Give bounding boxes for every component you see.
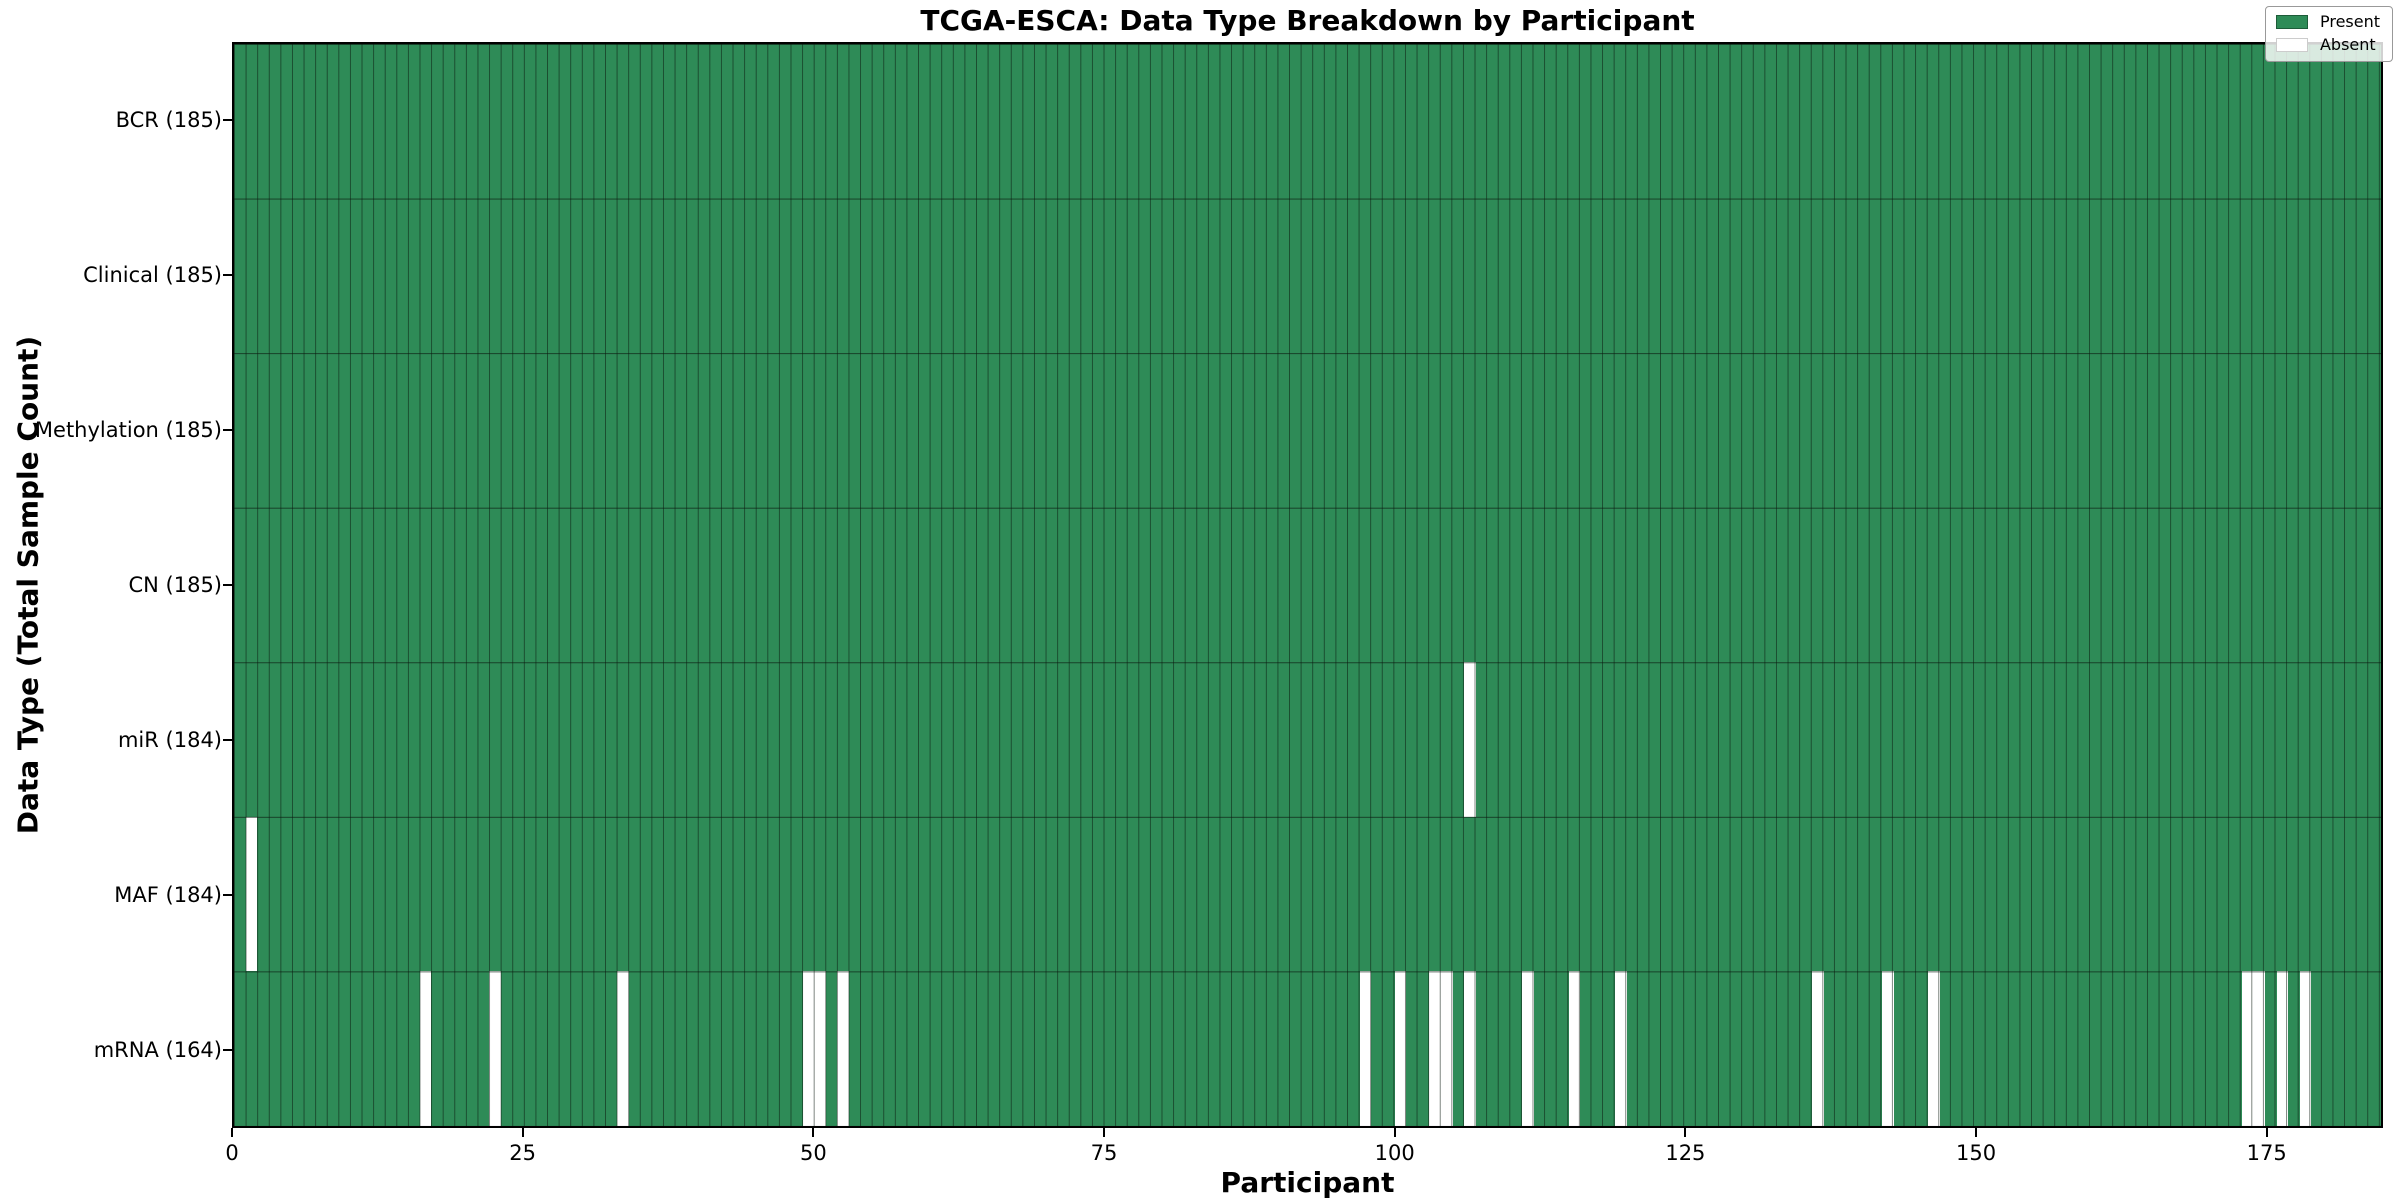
absent-cell	[1928, 971, 1940, 1127]
x-tick-label-100: 100	[1374, 1141, 1415, 1165]
x-tick-label-25: 25	[509, 1141, 537, 1165]
heatmap-row-BCR	[234, 44, 2381, 199]
y-tick-mark	[223, 894, 232, 897]
x-tick-label-75: 75	[1090, 1141, 1118, 1165]
y-tick-label-mRNA: mRNA (164)	[93, 1038, 222, 1063]
absent-cell	[814, 971, 826, 1127]
x-tick-label-125: 125	[1665, 1141, 1706, 1165]
y-tick-mark	[223, 428, 232, 431]
y-tick-mark	[223, 584, 232, 586]
y-tick-mark	[223, 118, 232, 121]
y-tick-mark	[223, 1049, 232, 1052]
absent-cell	[2253, 971, 2265, 1127]
chart-title: TCGA-ESCA: Data Type Breakdown by Partic…	[920, 4, 1695, 37]
y-tick-label-Clinical: Clinical (185)	[83, 262, 222, 287]
x-tick-mark	[1684, 1128, 1687, 1137]
heatmap-row-CN	[234, 508, 2381, 663]
plot-area	[232, 42, 2383, 1128]
x-tick-label-50: 50	[799, 1141, 827, 1165]
legend-label-absent: Absent	[2319, 35, 2376, 54]
heatmap-row-mRNA	[234, 971, 2381, 1127]
absent-cell	[1615, 971, 1627, 1127]
x-tick-mark	[1103, 1128, 1106, 1137]
heatmap-row-MAF	[234, 816, 2381, 972]
absent-cell	[802, 971, 815, 1127]
absent-cell	[2299, 971, 2312, 1127]
absent-cell	[1464, 971, 1476, 1127]
x-tick-mark	[1975, 1128, 1978, 1137]
heatmap-row-miR	[234, 662, 2381, 817]
absent-cell	[1359, 971, 1372, 1127]
legend-entry-present: Present	[2275, 12, 2380, 31]
absent-cell	[616, 971, 629, 1127]
x-tick-label-175: 175	[2246, 1141, 2287, 1165]
absent-cell	[419, 971, 432, 1127]
heatmap-row-Clinical	[234, 199, 2381, 354]
x-tick-mark	[1393, 1128, 1396, 1137]
x-tick-mark	[521, 1128, 524, 1137]
x-axis-label: Participant	[1220, 1166, 1395, 1199]
absent-cell	[2241, 971, 2254, 1127]
y-tick-mark	[223, 739, 232, 742]
absent-cell	[1522, 971, 1534, 1127]
absent-cell	[245, 816, 258, 972]
absent-swatch-icon	[2275, 38, 2308, 52]
y-tick-mark	[223, 273, 232, 276]
absent-cell	[1464, 662, 1476, 817]
absent-cell	[1440, 971, 1453, 1127]
absent-cell	[1812, 971, 1824, 1127]
heatmap-row-Methylation	[234, 353, 2381, 508]
legend-label-present: Present	[2319, 12, 2380, 31]
x-tick-label-150: 150	[1956, 1141, 1997, 1165]
present-swatch-icon	[2275, 15, 2308, 29]
absent-cell	[1394, 971, 1407, 1127]
y-tick-label-BCR: BCR (185)	[115, 107, 222, 132]
legend-entry-absent: Absent	[2275, 35, 2380, 54]
y-tick-label-MAF: MAF (184)	[114, 883, 222, 908]
legend: Present Absent	[2264, 6, 2393, 62]
y-tick-label-miR: miR (184)	[117, 728, 222, 753]
x-tick-mark	[2265, 1128, 2268, 1137]
absent-cell	[837, 971, 850, 1127]
x-tick-mark	[812, 1128, 815, 1137]
y-tick-label-CN: CN (185)	[128, 573, 222, 597]
absent-cell	[489, 971, 501, 1127]
x-tick-label-0: 0	[225, 1141, 239, 1165]
absent-cell	[1429, 971, 1441, 1127]
y-tick-label-Methylation: Methylation (185)	[34, 417, 222, 442]
x-tick-mark	[231, 1128, 233, 1137]
absent-cell	[2276, 971, 2289, 1127]
absent-cell	[1881, 971, 1894, 1127]
absent-cell	[1568, 971, 1581, 1127]
